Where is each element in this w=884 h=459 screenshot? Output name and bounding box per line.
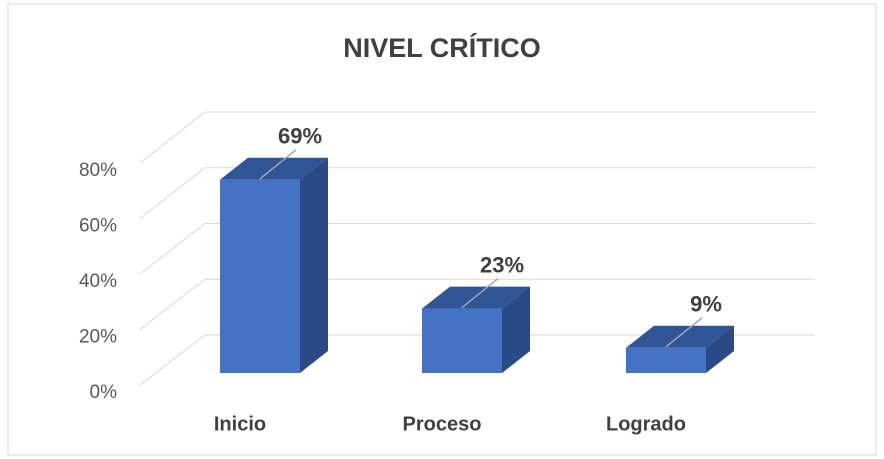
value-label: 9% xyxy=(690,292,722,317)
grid-line xyxy=(139,111,815,164)
y-tick-label: 40% xyxy=(79,271,117,292)
value-label: 69% xyxy=(278,124,322,149)
bar-side xyxy=(300,157,328,373)
x-tick-label: Logrado xyxy=(606,413,686,435)
y-tick-label: 0% xyxy=(90,382,118,403)
label-leader xyxy=(665,317,703,348)
y-tick-label: 60% xyxy=(79,216,117,237)
label-leader xyxy=(259,149,297,180)
bar xyxy=(220,179,300,373)
y-tick-label: 20% xyxy=(79,327,117,348)
chart-title: NIVEL CRÍTICO xyxy=(343,32,541,63)
bar-top xyxy=(626,325,734,348)
grid-line xyxy=(139,278,815,330)
y-tick-label: 80% xyxy=(79,160,117,181)
bar-side xyxy=(502,286,530,373)
grid-line xyxy=(139,334,815,386)
bar-top xyxy=(422,286,530,309)
x-tick-label: Proceso xyxy=(403,413,482,435)
x-tick-label: Inicio xyxy=(214,413,266,435)
bar-top xyxy=(220,157,328,180)
value-label: 23% xyxy=(480,252,524,277)
bar-side xyxy=(706,325,734,373)
bar xyxy=(422,308,502,373)
grid-line xyxy=(139,223,815,275)
bar xyxy=(626,347,706,373)
chart-border xyxy=(7,3,877,456)
label-leader xyxy=(461,278,499,309)
grid-line xyxy=(139,167,815,219)
